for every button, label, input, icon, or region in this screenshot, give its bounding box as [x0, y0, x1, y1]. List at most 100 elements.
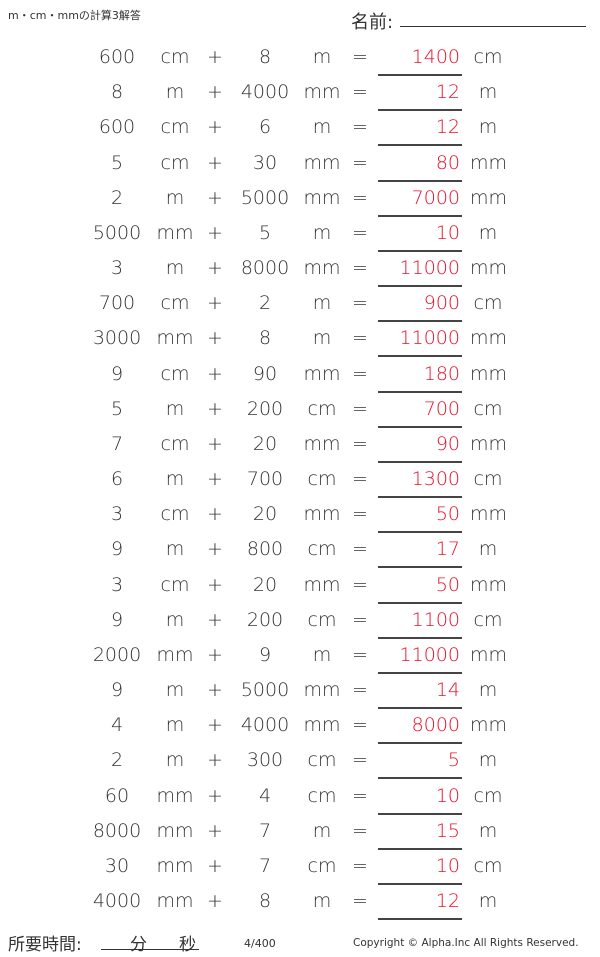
answer-underline	[378, 249, 462, 252]
second-value: 30	[252, 151, 278, 174]
second-unit: cm	[307, 397, 337, 420]
answer: 12	[435, 81, 460, 104]
equals-sign: =	[352, 81, 368, 104]
plus-sign: +	[207, 221, 223, 244]
time-field[interactable]	[101, 949, 199, 950]
answer-unit: m	[478, 116, 498, 139]
answer-underline	[378, 531, 462, 534]
equals-sign: =	[352, 432, 368, 455]
answer-unit: m	[478, 890, 498, 913]
answer: 10	[435, 221, 460, 244]
first-unit: mm	[156, 890, 194, 913]
first-unit: cm	[160, 46, 190, 68]
answer: 12	[435, 890, 460, 913]
answer: 1100	[411, 608, 460, 631]
answer-unit: m	[478, 221, 498, 244]
first-unit: mm	[156, 643, 194, 666]
equals-sign: =	[352, 643, 368, 666]
problem-row: 9 m +5000 mm = 14 m	[0, 673, 600, 710]
first-unit: m	[165, 679, 185, 702]
second-unit: mm	[303, 432, 341, 455]
second-unit: mm	[303, 186, 341, 209]
second-value: 300	[246, 749, 284, 772]
answer-unit: m	[478, 538, 498, 561]
answer: 15	[435, 819, 460, 842]
answer-unit: cm	[473, 46, 503, 68]
first-value: 30	[104, 854, 130, 877]
second-unit: mm	[303, 714, 341, 737]
problem-row: 2 m +300 cm = 5 m	[0, 743, 600, 780]
answer-underline	[378, 74, 462, 76]
answer: 90	[435, 432, 460, 455]
plus-sign: +	[207, 749, 223, 772]
first-unit: m	[165, 608, 185, 631]
equals-sign: =	[352, 714, 368, 737]
answer-underline	[378, 320, 462, 323]
answer-unit: mm	[470, 643, 508, 666]
answer-underline	[378, 918, 462, 921]
answer: 10	[435, 784, 460, 807]
second-value: 20	[252, 573, 278, 596]
first-value: 3000	[92, 327, 142, 350]
answer-unit: mm	[470, 186, 508, 209]
second-unit: cm	[307, 538, 337, 561]
first-unit: m	[165, 714, 185, 737]
plus-sign: +	[207, 854, 223, 877]
equals-sign: =	[352, 890, 368, 913]
problem-row: 6 m +700 cm = 1300 cm	[0, 462, 600, 499]
answer: 50	[435, 573, 460, 596]
answer-underline	[378, 847, 462, 850]
first-value: 60	[104, 784, 130, 807]
second-value: 8	[258, 327, 272, 350]
second-unit: m	[312, 890, 332, 913]
time-label: 所要時間:	[8, 935, 82, 955]
equals-sign: =	[352, 749, 368, 772]
problem-row: 9 cm +90 mm = 180 mm	[0, 357, 600, 393]
equals-sign: =	[352, 186, 368, 209]
second-value: 800	[246, 538, 284, 561]
first-value: 4	[110, 714, 124, 737]
problem-row: 7 cm +20 mm = 90 mm	[0, 427, 600, 463]
second-unit: m	[312, 819, 332, 842]
plus-sign: +	[207, 186, 223, 209]
problem-row: 60 mm +4 cm = 10 cm	[0, 779, 600, 815]
first-value: 9	[110, 362, 124, 385]
second-unit: mm	[303, 573, 341, 596]
first-unit: cm	[160, 362, 190, 385]
problem-row: 5 cm +30 mm = 80 mm	[0, 146, 600, 182]
equals-sign: =	[352, 327, 368, 350]
equals-sign: =	[352, 538, 368, 561]
plus-sign: +	[207, 643, 223, 666]
first-value: 3	[110, 503, 124, 526]
copyright: Copyright © Alpha.Inc All Rights Reserve…	[353, 937, 579, 949]
second-value: 9	[258, 643, 272, 666]
first-value: 9	[110, 608, 124, 631]
plus-sign: +	[207, 468, 223, 491]
answer-underline	[378, 285, 462, 288]
answer-underline	[378, 636, 462, 639]
first-unit: m	[165, 257, 185, 280]
name-field[interactable]	[400, 26, 586, 27]
first-value: 6	[110, 468, 124, 491]
problem-row: 2000 mm +9 m = 11000 mm	[0, 638, 600, 674]
problem-row: 2 m +5000 mm = 7000 mm	[0, 181, 600, 217]
first-unit: mm	[156, 221, 194, 244]
answer-underline	[378, 671, 462, 674]
name-label: 名前:	[351, 12, 394, 33]
equals-sign: =	[352, 784, 368, 807]
problem-row: 3 m +8000 mm = 11000 mm	[0, 251, 600, 288]
second-unit: mm	[303, 151, 341, 174]
answer-underline	[378, 707, 462, 710]
first-value: 2000	[92, 643, 142, 666]
problem-row: 4000 mm +8 m = 12 m	[0, 884, 600, 921]
first-value: 600	[98, 46, 136, 68]
first-unit: mm	[156, 854, 194, 877]
answer-unit: cm	[473, 292, 503, 315]
plus-sign: +	[207, 81, 223, 104]
seconds-label: 秒	[179, 935, 196, 955]
answer-underline	[378, 742, 462, 745]
first-unit: mm	[156, 819, 194, 842]
answer-unit: mm	[470, 362, 508, 385]
equals-sign: =	[352, 151, 368, 174]
answer-underline	[378, 496, 462, 499]
